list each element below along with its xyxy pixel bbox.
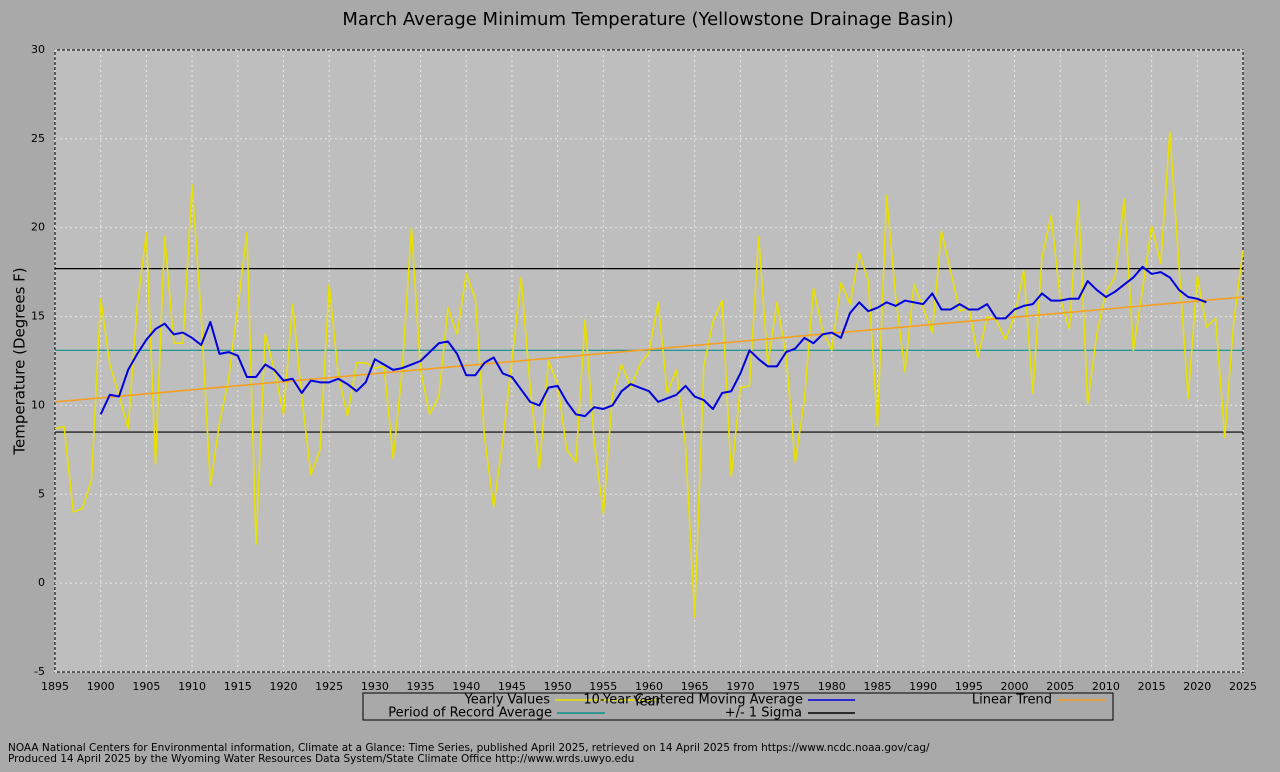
x-tick-label: 1935 <box>407 680 435 693</box>
legend-box <box>362 692 1114 721</box>
x-tick-label: 1980 <box>818 680 846 693</box>
y-axis-label: Temperature (Degrees F) <box>11 267 29 455</box>
x-tick-label: 1950 <box>544 680 572 693</box>
x-tick-label: 2025 <box>1229 680 1257 693</box>
x-tick-label: 1955 <box>589 680 617 693</box>
legend-label: Period of Record Average <box>388 706 552 721</box>
y-tick-label: 15 <box>31 310 45 323</box>
x-tick-label: 1965 <box>681 680 709 693</box>
x-tick-label: 1960 <box>635 680 663 693</box>
legend: Yearly Values 10-Year Centered Moving Ave… <box>388 693 1105 721</box>
series-line <box>54 296 1244 403</box>
legend-label: Linear Trend <box>972 693 1052 708</box>
series-line <box>54 130 1244 618</box>
y-tick-label: -5 <box>34 665 45 678</box>
x-tick-label: 1975 <box>772 680 800 693</box>
y-tick-label: 30 <box>31 43 45 56</box>
x-tick-label: 2005 <box>1046 680 1074 693</box>
footnote: Produced 14 April 2025 by the Wyoming Wa… <box>8 753 634 765</box>
x-tick-label: 2010 <box>1092 680 1120 693</box>
x-tick-label: 1945 <box>498 680 526 693</box>
series-line <box>99 265 1207 418</box>
x-axis-label: Year <box>632 695 661 710</box>
legend-label: 10-Year Centered Moving Average <box>583 693 803 708</box>
footnote: NOAA National Centers for Environmental … <box>8 742 930 754</box>
x-tick-label: 1930 <box>361 680 389 693</box>
x-tick-label: 1925 <box>315 680 343 693</box>
y-tick-label: 5 <box>38 487 45 500</box>
y-tick-label: 20 <box>31 221 45 234</box>
x-tick-label: 1915 <box>224 680 252 693</box>
x-tick-label: 1905 <box>132 680 160 693</box>
legend-label: Yearly Values <box>464 693 551 708</box>
x-tick-label: 1990 <box>909 680 937 693</box>
x-tick-label: 2000 <box>1001 680 1029 693</box>
x-tick-label: 1910 <box>178 680 206 693</box>
y-tick-label: 0 <box>38 576 45 589</box>
x-tick-label: 1920 <box>269 680 297 693</box>
x-tick-label: 1970 <box>726 680 754 693</box>
legend-label: +/- 1 Sigma <box>725 706 802 721</box>
y-tick-label: 10 <box>31 398 45 411</box>
x-tick-label: 1895 <box>41 680 69 693</box>
chart-title: March Average Minimum Temperature (Yello… <box>342 9 953 30</box>
y-tick-label: 25 <box>31 132 45 145</box>
plot <box>54 49 1244 673</box>
x-tick-label: 2015 <box>1138 680 1166 693</box>
x-tick-label: 1995 <box>955 680 983 693</box>
x-tick-label: 1985 <box>863 680 891 693</box>
x-tick-label: 1940 <box>452 680 480 693</box>
x-tick-label: 2020 <box>1183 680 1211 693</box>
x-tick-label: 1900 <box>87 680 115 693</box>
